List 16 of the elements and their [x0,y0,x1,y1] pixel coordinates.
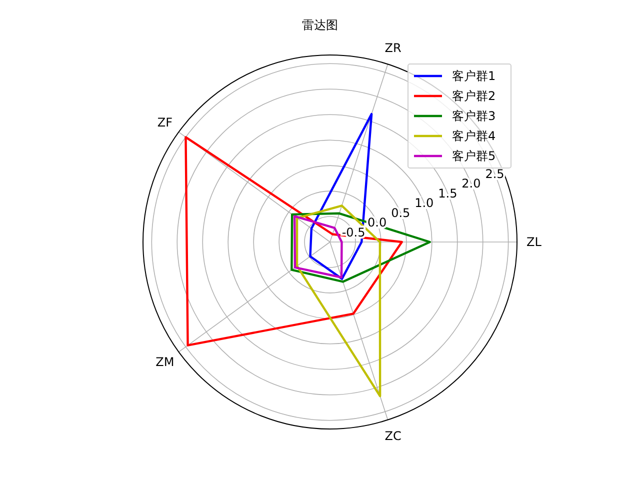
legend-label: 客户群4 [452,129,496,144]
spoke-label: ZF [157,115,173,130]
legend-label: 客户群5 [452,149,496,164]
legend-label: 客户群3 [452,109,496,124]
y-tick-label: 1.5 [438,186,458,200]
y-tick-label: 1.0 [414,196,434,210]
legend-label: 客户群2 [452,89,496,104]
spoke-label: ZL [526,235,542,250]
y-tick-label: 2.5 [485,166,504,181]
spoke-label: ZC [384,429,402,444]
chart-title: 雷达图 [302,18,338,32]
y-tick-label: 2.0 [462,176,481,191]
y-tick-label: 0.5 [391,206,410,220]
spoke-label: ZM [156,355,174,370]
spoke-label: ZR [384,41,402,56]
legend-label: 客户群1 [452,69,496,84]
